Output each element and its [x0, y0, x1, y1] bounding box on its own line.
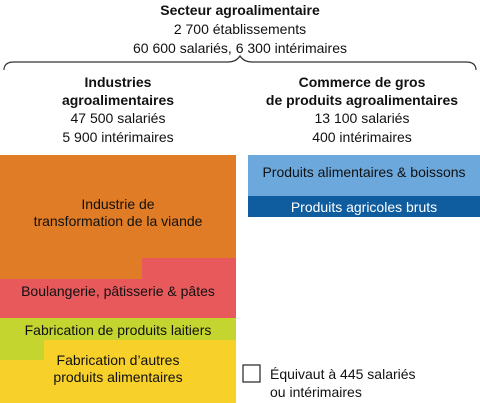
industries-title-line2: agroalimentaires — [61, 92, 175, 108]
label-autres-line1: Fabrication d’autres — [56, 352, 180, 368]
label-boulangerie: Boulangerie, pâtisserie & pâtes — [21, 283, 215, 299]
industries-temps: 5 900 intérimaires — [62, 129, 174, 145]
label-laitiers: Fabrication de produits laitiers — [24, 322, 212, 338]
commerce-title-line1: Commerce de gros — [298, 74, 426, 90]
commerce-temps: 400 intérimaires — [312, 129, 412, 145]
label-viande-line1: Industrie de — [81, 196, 155, 212]
block-viande-step — [0, 255, 142, 280]
label-aliments-boissons: Produits alimentaires & boissons — [262, 164, 466, 180]
commerce-employees: 13 100 salariés — [314, 110, 410, 126]
sector-bracket — [3, 54, 477, 71]
block-laitiers — [0, 318, 236, 360]
label-viande-line2: transformation de la viande — [33, 213, 203, 229]
sector-title: Secteur agroalimentaire — [160, 2, 320, 18]
label-viande: Industrie de transformation de la viande — [0, 196, 236, 230]
block-boulangerie — [0, 258, 236, 318]
sector-establishments: 2 700 établissements — [173, 21, 307, 37]
industries-employees: 47 500 salariés — [70, 110, 166, 126]
legend-square — [242, 364, 261, 383]
label-autres: Fabrication d’autres produits alimentair… — [0, 352, 236, 386]
legend-line2: ou intérimaires — [270, 384, 362, 400]
sector-employees: 60 600 salariés, 6 300 intérimaires — [132, 40, 347, 56]
label-autres-line2: produits alimentaires — [53, 369, 183, 385]
industries-title-line1: Industries — [84, 74, 152, 90]
block-autres — [0, 340, 236, 403]
label-agricoles: Produits agricoles bruts — [290, 199, 438, 215]
block-agricoles — [248, 196, 480, 217]
legend-line1: Équivaut à 445 salariés — [270, 366, 416, 382]
block-aliments-boissons — [248, 155, 480, 196]
commerce-title-line2: de produits agroalimentaires — [265, 92, 459, 108]
